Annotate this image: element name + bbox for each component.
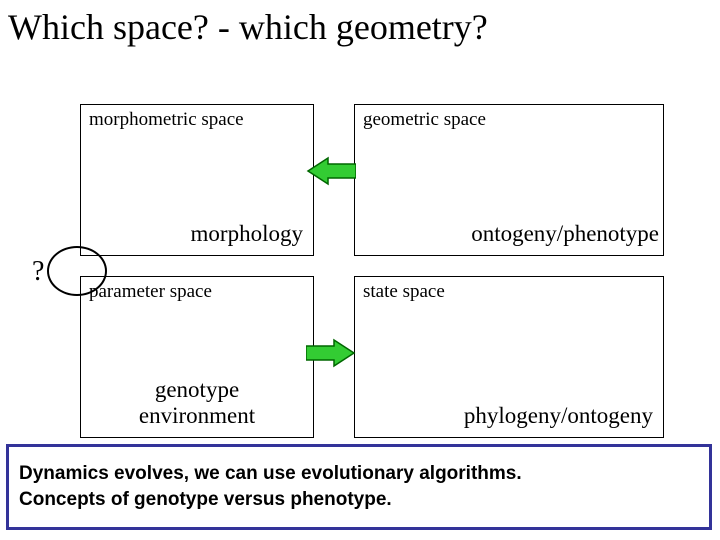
diagram-area: morphometric space morphology geometric …	[0, 50, 720, 450]
box-bottom-label: genotype environment	[81, 377, 313, 429]
arrow-right-icon	[306, 338, 356, 368]
box-top-label: morphometric space	[89, 109, 244, 131]
page-title: Which space? - which geometry?	[0, 0, 720, 50]
box-parameter-space: parameter space genotype environment	[80, 276, 314, 438]
banner-line-2: Concepts of genotype versus phenotype.	[19, 489, 699, 511]
box-bottom-label: ontogeny/phenotype	[471, 221, 659, 247]
box-bottom-label: phylogeny/ontogeny	[464, 403, 653, 429]
box-geometric-space: geometric space ontogeny/phenotype	[354, 104, 664, 256]
banner-line-1: Dynamics evolves, we can use evolutionar…	[19, 463, 699, 485]
box-top-label: state space	[363, 281, 445, 303]
box-morphometric-space: morphometric space morphology	[80, 104, 314, 256]
summary-banner: Dynamics evolves, we can use evolutionar…	[6, 444, 712, 530]
box-top-label: parameter space	[89, 281, 212, 303]
question-mark: ?	[32, 256, 44, 288]
box-top-label: geometric space	[363, 109, 486, 131]
arrow-left-icon	[306, 156, 356, 186]
box-bottom-label: morphology	[191, 221, 303, 247]
question-oval	[47, 246, 107, 296]
box-state-space: state space phylogeny/ontogeny	[354, 276, 664, 438]
